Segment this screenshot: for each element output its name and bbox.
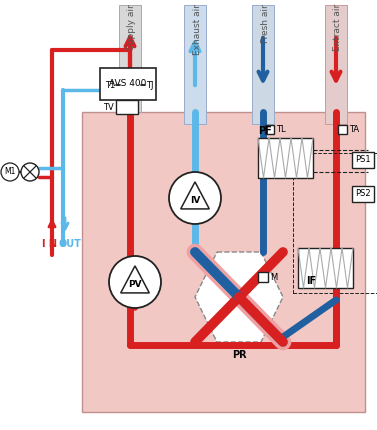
Bar	[293, 153, 377, 293]
Bar	[116, 100, 138, 114]
Bar	[352, 152, 374, 168]
Circle shape	[1, 163, 19, 181]
Text: PR: PR	[232, 350, 246, 360]
Bar	[100, 68, 156, 100]
Text: M: M	[270, 273, 277, 282]
Text: TV: TV	[103, 102, 114, 111]
Text: OUT: OUT	[58, 239, 81, 249]
Text: AVS 400: AVS 400	[109, 80, 147, 89]
Text: IF: IF	[306, 276, 316, 286]
Text: Exhaust air: Exhaust air	[193, 4, 201, 55]
Text: PF: PF	[258, 126, 272, 136]
Circle shape	[169, 172, 221, 224]
Bar	[252, 5, 274, 124]
Text: IV: IV	[190, 196, 200, 205]
Circle shape	[109, 256, 161, 308]
Text: Fresh air: Fresh air	[261, 4, 270, 43]
Bar	[258, 272, 268, 282]
Text: Supply air: Supply air	[127, 4, 136, 50]
Bar	[184, 5, 206, 124]
Text: I N: I N	[43, 239, 58, 249]
Text: PS1: PS1	[355, 156, 371, 165]
Bar	[298, 248, 353, 288]
Bar	[82, 112, 365, 412]
Polygon shape	[195, 252, 283, 342]
Text: Extract air: Extract air	[334, 4, 342, 51]
Bar	[265, 125, 274, 134]
Text: M1: M1	[4, 168, 16, 176]
Bar	[352, 186, 374, 202]
Text: TJ: TJ	[146, 80, 153, 89]
Text: PS2: PS2	[355, 190, 371, 199]
Bar	[338, 125, 347, 134]
Bar	[119, 5, 141, 112]
Bar	[258, 138, 313, 178]
Text: T1: T1	[105, 80, 115, 89]
Bar	[325, 5, 347, 124]
Text: TL: TL	[276, 126, 286, 135]
Circle shape	[21, 163, 39, 181]
Text: TA: TA	[349, 126, 359, 135]
Text: PV: PV	[128, 280, 142, 289]
